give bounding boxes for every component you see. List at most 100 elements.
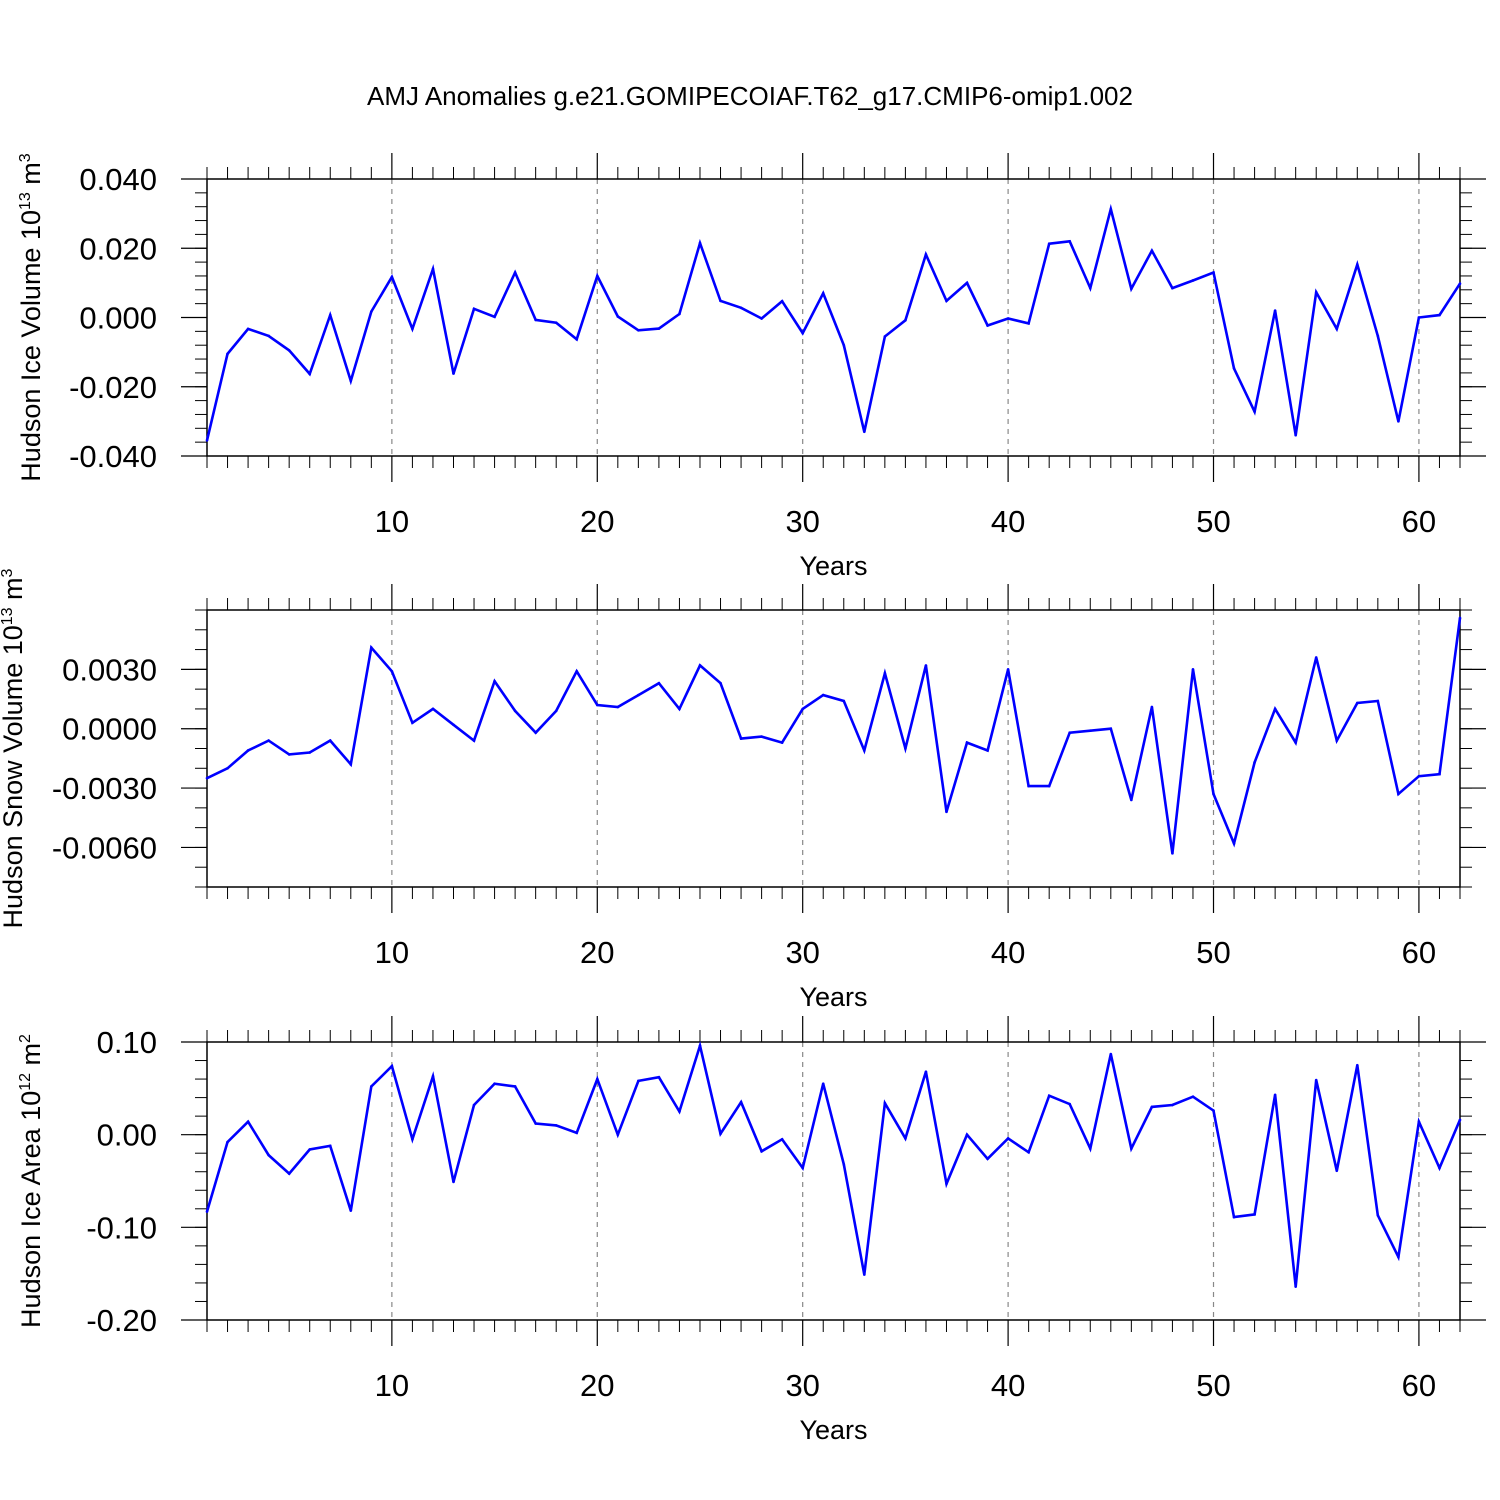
data-point-year-38 [965, 1133, 969, 1136]
data-point-year-8 [349, 379, 353, 383]
data-point-year-23 [657, 681, 661, 685]
data-point-year-1 [205, 1210, 209, 1213]
data-point-year-10 [390, 1064, 394, 1068]
data-point-year-52 [1253, 1213, 1256, 1216]
data-point-year-1 [205, 439, 209, 442]
data-point-year-44 [1088, 729, 1092, 732]
data-point-year-59 [1397, 1255, 1400, 1259]
x-tick-label-30: 30 [785, 935, 819, 970]
data-point-year-14 [472, 739, 476, 742]
data-point-year-36 [924, 253, 928, 256]
data-point-year-17 [534, 1122, 537, 1125]
data-point-year-27 [739, 306, 743, 310]
data-point-year-39 [986, 324, 989, 327]
data-point-year-56 [1335, 739, 1339, 742]
plot-frame [206, 1041, 1461, 1321]
data-point-year-11 [411, 327, 414, 331]
data-point-year-62 [1458, 282, 1462, 285]
data-point-year-31 [821, 291, 825, 295]
data-point-year-4 [267, 1153, 270, 1157]
data-point-year-47 [1150, 1105, 1154, 1109]
data-point-year-25 [698, 664, 702, 667]
data-point-year-22 [637, 1079, 640, 1083]
data-point-year-36 [924, 1070, 928, 1073]
y-label-exponent: 13 [17, 192, 34, 210]
data-point-year-54 [1294, 741, 1297, 744]
data-point-year-52 [1253, 410, 1256, 413]
x-tick-label-40: 40 [991, 1368, 1025, 1403]
data-point-year-2 [226, 352, 229, 356]
x-axis-label-snow-volume: Years [799, 982, 867, 1012]
data-point-year-47 [1150, 705, 1154, 709]
data-point-year-55 [1314, 290, 1318, 294]
data-point-year-29 [780, 741, 784, 744]
data-point-year-15 [493, 1082, 496, 1085]
data-point-year-55 [1314, 656, 1318, 659]
x-tick-label-20: 20 [580, 1368, 614, 1403]
data-point-year-40 [1006, 668, 1010, 671]
data-point-year-5 [287, 753, 291, 756]
data-point-year-9 [370, 1085, 373, 1088]
data-point-year-15 [493, 315, 496, 319]
series-line [205, 203, 1462, 441]
y-label-unit-exponent: 3 [17, 153, 34, 162]
data-point-year-53 [1273, 707, 1277, 711]
data-point-year-46 [1130, 798, 1133, 802]
data-point-year-12 [431, 707, 435, 711]
data-point-year-18 [554, 1124, 558, 1127]
data-point-year-52 [1253, 761, 1256, 764]
y-label-exponent: 13 [0, 607, 16, 625]
data-point-year-46 [1130, 287, 1133, 291]
data-point-year-48 [1171, 852, 1174, 855]
data-point-year-13 [452, 1180, 455, 1184]
data-point-year-11 [411, 1138, 414, 1141]
data-point-year-10 [390, 670, 394, 673]
y-label-text: Hudson Ice Volume 10 [16, 210, 46, 482]
data-point-year-24 [678, 312, 681, 316]
data-point-year-43 [1068, 731, 1072, 734]
data-point-year-59 [1397, 420, 1400, 423]
data-point-year-7 [328, 1144, 332, 1148]
data-point-year-61 [1438, 313, 1441, 317]
data-point-year-30 [801, 707, 804, 711]
x-tick-label-50: 50 [1196, 1368, 1230, 1403]
data-point-year-42 [1047, 784, 1051, 788]
x-tick-label-10: 10 [375, 935, 409, 970]
data-point-year-7 [328, 313, 332, 317]
data-point-year-43 [1068, 1102, 1072, 1106]
data-point-year-32 [842, 343, 846, 347]
data-point-year-40 [1006, 1137, 1010, 1140]
data-point-year-4 [267, 739, 270, 742]
data-point-year-48 [1171, 1103, 1174, 1107]
data-point-year-31 [821, 1082, 825, 1085]
data-point-year-33 [863, 749, 866, 752]
data-point-year-57 [1355, 263, 1359, 266]
data-point-year-55 [1314, 1078, 1318, 1082]
data-point-year-25 [698, 1044, 702, 1048]
data-point-year-60 [1417, 774, 1421, 778]
data-point-year-61 [1438, 772, 1441, 776]
data-point-year-51 [1232, 842, 1236, 845]
x-tick-label-50: 50 [1196, 504, 1230, 539]
data-point-year-3 [246, 327, 250, 331]
y-tick-label-0.0030: 0.0030 [62, 652, 157, 687]
data-point-year-62 [1458, 616, 1462, 620]
data-point-year-12 [431, 1074, 435, 1078]
data-point-year-21 [616, 1133, 620, 1136]
data-point-year-41 [1027, 784, 1030, 788]
y-tick-label--0.10: -0.10 [86, 1210, 157, 1245]
data-point-year-27 [739, 1100, 743, 1104]
y-tick-label--0.020: -0.020 [69, 370, 157, 405]
y-label-text: Hudson Snow Volume 10 [0, 625, 28, 928]
data-point-year-51 [1232, 1215, 1236, 1219]
data-point-year-6 [308, 1148, 312, 1151]
x-tick-label-60: 60 [1402, 935, 1436, 970]
x-tick-label-30: 30 [785, 504, 819, 539]
data-point-year-14 [472, 1103, 476, 1107]
y-label-unit: m [16, 1043, 46, 1073]
y-axis-label-ice-area: Hudson Ice Area 1012 m2 [16, 1034, 46, 1328]
data-point-year-24 [678, 1110, 681, 1113]
panel-ice-area: Years Hudson Ice Area 1012 m2 10 20 30 40 50… [16, 1016, 1486, 1445]
data-point-year-17 [534, 731, 537, 734]
